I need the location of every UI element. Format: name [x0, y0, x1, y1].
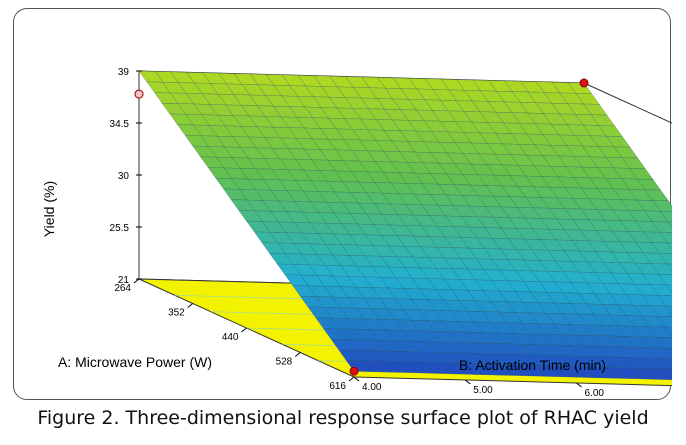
z-axis-label: Yield (%)	[41, 181, 57, 237]
x-tick-mark	[241, 327, 247, 333]
y-tick-label: 6.00	[585, 388, 605, 399]
z-tick-label: 39	[118, 67, 130, 78]
x-tick-label: 616	[329, 381, 346, 392]
z-tick-label: 30	[118, 171, 130, 182]
surface-plot: 21 25.5 30 34.5 39 264 352 440 528 616 4.00 5.00 6.0…	[41, 67, 672, 399]
x-tick-label: 352	[168, 308, 185, 319]
design-point	[579, 78, 589, 88]
chart-frame: 21 25.5 30 34.5 39 264 352 440 528 616 4.00 5.00 6.0…	[13, 8, 672, 400]
z-tick-label: 34.5	[110, 119, 130, 130]
x-tick-mark	[187, 303, 194, 308]
x-tick-mark	[294, 352, 301, 357]
figure-caption: Figure 2. Three-dimensional response sur…	[37, 407, 649, 429]
design-point	[134, 89, 144, 99]
design-point	[349, 366, 359, 376]
x-tick-mark	[348, 376, 355, 382]
x-tick-label: 528	[276, 357, 293, 368]
y-tick-label: 5.00	[473, 385, 493, 396]
y-tick-label: 4.00	[362, 382, 382, 393]
y-tick-mark	[353, 376, 360, 382]
y-tick-mark	[464, 379, 471, 385]
z-tick-label: 25.5	[110, 223, 130, 234]
x-tick-mark	[133, 278, 140, 284]
x-tick-label: 440	[222, 332, 239, 343]
x-axis-label: A: Microwave Power (W)	[58, 354, 212, 370]
x-tick-label: 264	[114, 283, 131, 294]
z-tick-label: 21	[118, 275, 130, 286]
box-edge	[583, 82, 672, 124]
y-axis-label: B: Activation Time (min)	[459, 357, 606, 373]
y-tick-mark	[576, 382, 582, 388]
